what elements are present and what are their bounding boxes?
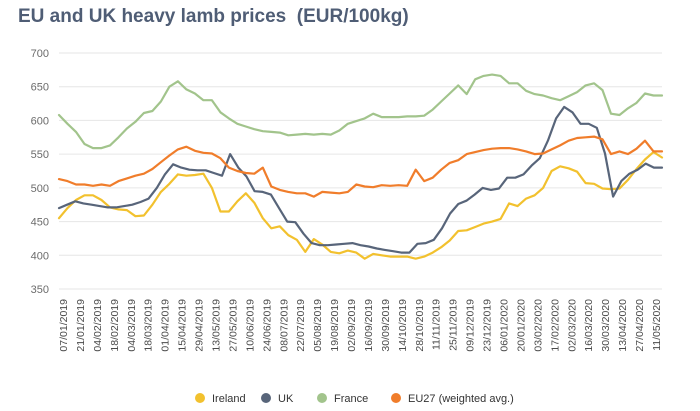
- x-tick-label: 29/04/2019: [194, 299, 206, 352]
- x-tick-label: 18/02/2019: [109, 299, 121, 352]
- x-tick-label: 16/09/2019: [363, 299, 375, 352]
- x-tick-label: 06/01/2020: [499, 299, 511, 352]
- x-tick-label: 09/12/2019: [465, 299, 477, 352]
- series-line-eu27-weighted-avg: [57, 135, 664, 198]
- x-tick-label: 30/03/2020: [600, 299, 612, 352]
- x-tick-label: 23/12/2019: [482, 299, 494, 352]
- y-tick-label: 400: [31, 250, 49, 262]
- legend: Ireland UK France EU27 (weighted avg.): [195, 393, 514, 405]
- x-tick-label: 02/03/2020: [566, 299, 578, 352]
- legend-label: Ireland: [212, 393, 246, 405]
- x-tick-label: 03/02/2020: [532, 299, 544, 352]
- x-tick-label: 27/05/2019: [227, 299, 239, 352]
- legend-marker: [317, 393, 327, 403]
- x-tick-label: 02/09/2019: [346, 299, 358, 352]
- x-tick-label: 30/09/2019: [380, 299, 392, 352]
- x-tick-label: 21/01/2019: [75, 299, 87, 352]
- legend-marker: [195, 393, 205, 403]
- x-tick-label: 22/07/2019: [295, 299, 307, 352]
- y-tick-label: 650: [31, 82, 49, 94]
- chart-title: EU and UK heavy lamb prices (EUR/100kg): [18, 6, 409, 27]
- y-tick-label: 500: [31, 183, 49, 195]
- x-tick-label: 17/02/2020: [549, 299, 561, 352]
- y-axis-ticks: 350 400 450 500 550 600 650 700: [31, 48, 49, 296]
- x-tick-label: 18/03/2019: [143, 299, 155, 352]
- x-tick-label: 07/01/2019: [58, 299, 70, 352]
- legend-label: EU27 (weighted avg.): [408, 393, 514, 405]
- y-tick-label: 450: [31, 217, 49, 229]
- series-lines: [57, 73, 664, 260]
- legend-marker: [391, 393, 401, 403]
- x-tick-label: 11/05/2020: [651, 299, 663, 351]
- x-tick-label: 10/06/2019: [244, 299, 256, 352]
- x-tick-label: 16/03/2020: [583, 299, 595, 352]
- x-tick-label: 19/08/2019: [329, 299, 341, 352]
- y-tick-label: 700: [31, 48, 49, 60]
- y-tick-label: 550: [31, 149, 49, 161]
- x-tick-label: 14/10/2019: [397, 299, 409, 352]
- y-tick-label: 350: [31, 284, 49, 296]
- x-tick-label: 20/01/2020: [515, 299, 527, 352]
- legend-label: UK: [278, 393, 294, 405]
- x-tick-label: 04/02/2019: [92, 299, 104, 352]
- x-tick-label: 28/10/2019: [414, 299, 426, 352]
- series-line-france: [57, 73, 664, 150]
- x-tick-label: 15/04/2019: [177, 299, 189, 352]
- legend-label: France: [334, 393, 368, 405]
- x-tick-label: 11/11/2019: [431, 299, 443, 350]
- x-tick-label: 13/04/2020: [617, 299, 629, 352]
- x-tick-label: 24/06/2019: [261, 299, 273, 352]
- y-tick-label: 600: [31, 115, 49, 127]
- x-tick-label: 01/04/2019: [160, 299, 172, 352]
- x-tick-label: 05/08/2019: [312, 299, 324, 352]
- series-line-ireland: [57, 151, 664, 260]
- series-line-uk: [57, 105, 664, 254]
- x-tick-label: 13/05/2019: [210, 299, 222, 352]
- x-tick-label: 08/07/2019: [278, 299, 290, 352]
- x-tick-label: 04/03/2019: [126, 299, 138, 352]
- x-tick-label: 27/04/2020: [634, 299, 646, 352]
- x-tick-label: 25/11/2019: [448, 299, 460, 351]
- legend-marker: [261, 393, 271, 403]
- x-axis-ticks: 07/01/2019 21/01/2019 04/02/2019 18/02/2019…: [58, 299, 663, 352]
